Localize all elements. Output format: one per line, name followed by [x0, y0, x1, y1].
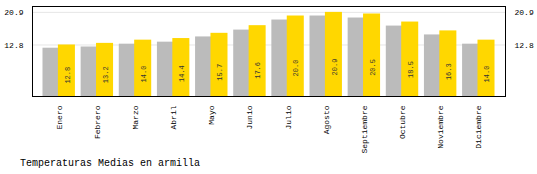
html-text:Temperaturas Medias en armilla: Temperaturas Medias en armilla: [20, 158, 200, 169]
svg-text:20.9: 20.9: [4, 8, 23, 17]
svg-text:Septiembre: Septiembre: [360, 105, 369, 153]
svg-text:20.5: 20.5: [369, 59, 377, 76]
svg-text:Marzo: Marzo: [131, 105, 140, 129]
svg-text:14.0: 14.0: [140, 66, 148, 83]
svg-text:Junio: Junio: [245, 105, 254, 129]
svg-text:12.8: 12.8: [64, 67, 72, 84]
svg-text:14.0: 14.0: [483, 66, 491, 83]
svg-text:15.7: 15.7: [216, 64, 224, 81]
svg-text:13.2: 13.2: [102, 66, 110, 83]
svg-text:Enero: Enero: [55, 105, 64, 129]
svg-text:20.0: 20.0: [292, 60, 300, 77]
svg-text:12.8: 12.8: [515, 41, 534, 50]
svg-text:Febrero: Febrero: [93, 105, 102, 139]
svg-text:16.3: 16.3: [445, 63, 453, 80]
svg-text:Abril: Abril: [169, 105, 178, 129]
svg-text:17.6: 17.6: [254, 62, 262, 79]
svg-text:12.8: 12.8: [4, 41, 23, 50]
svg-text:18.5: 18.5: [407, 61, 415, 78]
svg-text:Octubre: Octubre: [398, 105, 407, 139]
svg-text:Agosto: Agosto: [322, 105, 331, 134]
svg-text:20.9: 20.9: [515, 8, 534, 17]
svg-text:14.4: 14.4: [178, 65, 186, 82]
svg-text:Mayo: Mayo: [207, 105, 216, 124]
svg-text:Noviembre: Noviembre: [436, 105, 445, 148]
svg-text:Diciembre: Diciembre: [474, 105, 483, 148]
svg-text:Julio: Julio: [284, 105, 293, 129]
svg-text:20.9: 20.9: [331, 59, 339, 76]
